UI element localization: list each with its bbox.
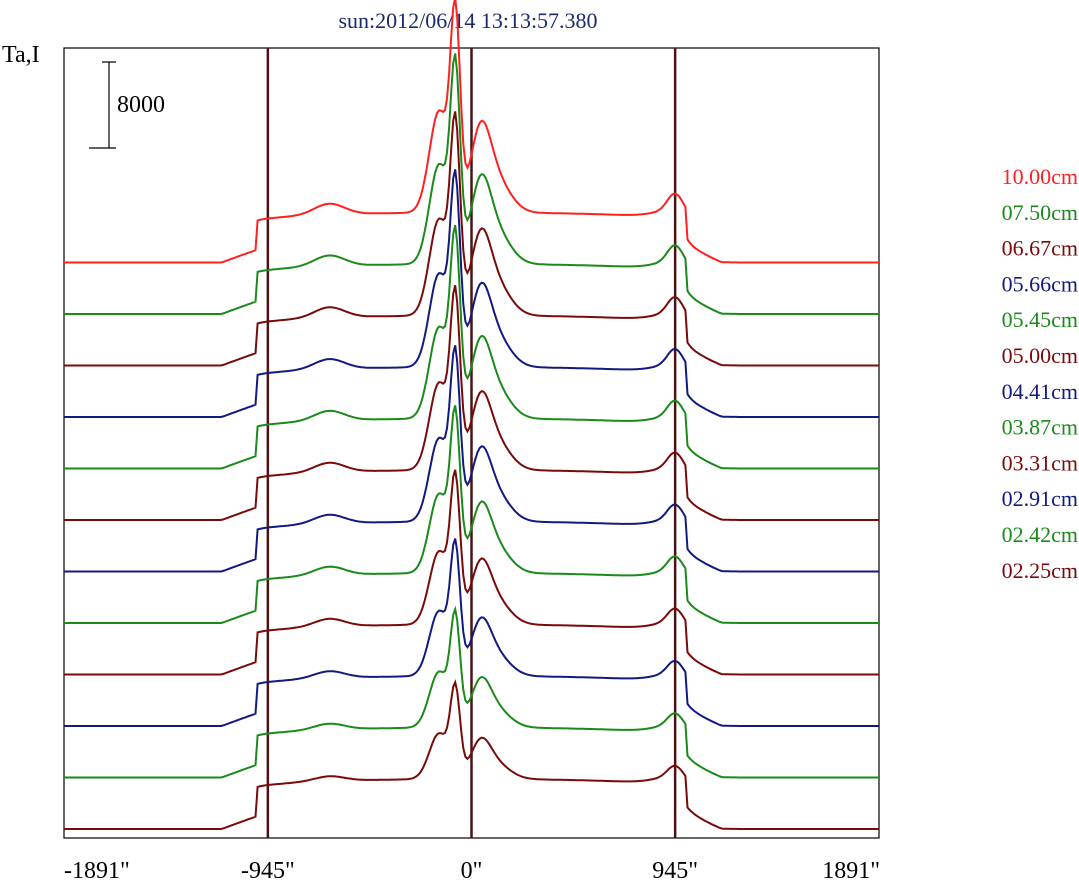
series-line-02.42cm [64, 605, 879, 779]
series-curves [64, 0, 879, 830]
legend-entry: 04.41cm [1002, 379, 1078, 404]
series-line-05.00cm [64, 284, 879, 521]
x-tick-label: -945" [241, 858, 295, 884]
chart-title: sun:2012/06/14 13:13:57.380 [338, 8, 597, 33]
legend-entry: 03.31cm [1002, 450, 1078, 475]
series-line-05.66cm [64, 169, 879, 418]
y-axis-label: Ta,I [2, 42, 40, 68]
legend-entry: 02.25cm [1002, 558, 1078, 583]
vertical-reference-lines [266, 48, 677, 838]
series-line-03.87cm [64, 405, 879, 624]
x-tick-label: -1891" [64, 858, 130, 884]
series-line-10.00cm [64, 0, 879, 264]
x-axis-ticks: -1891" -945" 0" 945" 1891" [64, 858, 880, 884]
x-tick-label: 1891" [822, 858, 880, 884]
x-tick-label: 0" [461, 858, 483, 884]
series-line-07.50cm [64, 53, 879, 315]
legend: 10.00cm 07.50cm 06.67cm 05.66cm 05.45cm 05.00… [1002, 164, 1078, 583]
scale-bar-label: 8000 [117, 92, 165, 118]
legend-entry: 05.00cm [1002, 343, 1078, 368]
legend-entry: 10.00cm [1002, 164, 1078, 189]
series-line-02.25cm [64, 679, 879, 830]
legend-entry: 02.42cm [1002, 522, 1078, 547]
series-line-05.45cm [64, 224, 879, 470]
legend-entry: 03.87cm [1002, 415, 1078, 440]
series-line-02.91cm [64, 538, 879, 727]
legend-entry: 07.50cm [1002, 200, 1078, 225]
legend-entry: 02.91cm [1002, 486, 1078, 511]
series-line-04.41cm [64, 345, 879, 573]
series-line-06.67cm [64, 111, 879, 367]
legend-entry: 06.67cm [1002, 236, 1078, 261]
legend-entry: 05.66cm [1002, 271, 1078, 296]
series-line-03.31cm [64, 469, 879, 676]
legend-entry: 05.45cm [1002, 307, 1078, 332]
x-tick-label: 945" [652, 858, 698, 884]
scale-bar: 8000 [89, 61, 165, 149]
